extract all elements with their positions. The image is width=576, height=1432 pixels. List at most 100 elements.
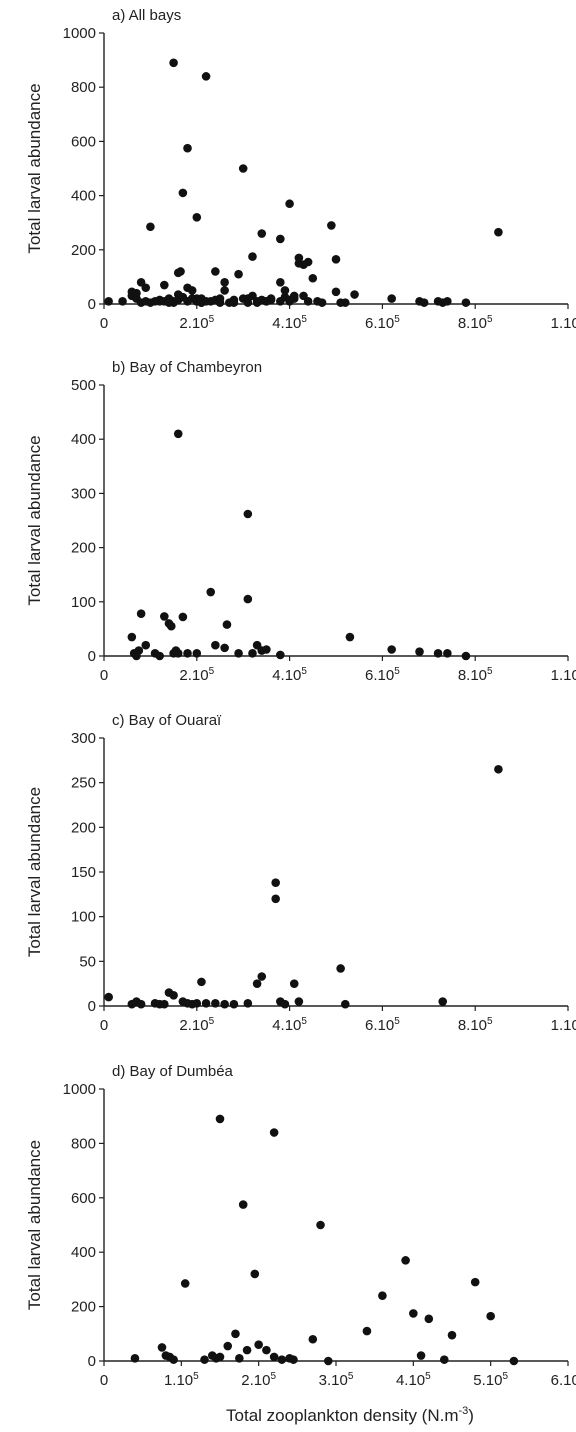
data-point [289, 1355, 298, 1364]
data-point [401, 1256, 410, 1265]
data-point [416, 1351, 426, 1360]
data-point [447, 1330, 457, 1340]
data-point [509, 1356, 519, 1366]
data-point [104, 992, 113, 1002]
data-point [220, 286, 229, 295]
data-point [486, 1311, 495, 1321]
data-point [223, 1341, 233, 1351]
x-tick-label: 1.106 [551, 666, 576, 684]
data-point [316, 1220, 325, 1230]
x-tick-label: 1.106 [551, 314, 576, 332]
data-point [234, 269, 243, 279]
data-point [438, 997, 448, 1006]
data-point [327, 221, 336, 230]
y-tick-label: 400 [71, 188, 96, 205]
data-point [387, 645, 396, 654]
x-tick-label: 8.105 [458, 1016, 493, 1034]
data-point [252, 979, 262, 988]
data-point [243, 298, 253, 307]
data-point [215, 1352, 225, 1362]
data-point [178, 612, 188, 622]
data-point [183, 143, 192, 153]
data-point [127, 632, 137, 642]
x-tick-label: 6.105 [551, 1371, 576, 1389]
data-point [178, 188, 188, 198]
data-point [271, 894, 280, 904]
x-tick-label: 1.106 [551, 1016, 576, 1034]
data-point [211, 999, 220, 1008]
data-point [443, 648, 452, 658]
data-point [173, 429, 183, 439]
data-point [415, 647, 424, 656]
data-point [180, 1279, 190, 1288]
data-point [262, 645, 271, 654]
y-tick-label: 600 [71, 1190, 96, 1207]
data-point [262, 1345, 271, 1355]
x-tick-label: 3.105 [319, 1371, 354, 1389]
data-point [276, 234, 285, 244]
data-point [317, 298, 327, 307]
data-point [345, 632, 355, 642]
data-point [271, 878, 280, 888]
data-point [234, 648, 243, 658]
panel-title: d) Bay of Dumbéa [112, 1063, 234, 1080]
data-point [280, 286, 290, 295]
y-tick-label: 100 [71, 594, 96, 611]
y-tick-label: 600 [71, 133, 96, 150]
x-tick-label: 2.105 [241, 1371, 276, 1389]
data-point [215, 1114, 225, 1124]
data-point [439, 1355, 449, 1364]
y-tick-label: 50 [79, 953, 96, 970]
data-point [132, 288, 141, 298]
data-point [303, 257, 313, 267]
y-tick-label: 400 [71, 431, 96, 448]
data-point [200, 1355, 209, 1364]
data-point [136, 999, 146, 1009]
data-point [242, 1345, 252, 1355]
data-point [173, 268, 183, 278]
data-point [277, 1355, 287, 1364]
data-point [211, 640, 220, 650]
data-point [157, 1343, 167, 1352]
data-point [248, 252, 257, 261]
y-tick-label: 300 [71, 485, 96, 502]
data-point [294, 253, 304, 263]
x-tick-label: 2.105 [179, 314, 214, 332]
data-point [192, 648, 202, 658]
y-tick-label: 100 [71, 909, 96, 926]
data-point [187, 286, 197, 295]
x-tick-label: 8.105 [458, 314, 493, 332]
data-point [192, 999, 202, 1008]
data-point [250, 1269, 260, 1279]
data-point [220, 999, 229, 1009]
y-tick-label: 200 [71, 242, 96, 259]
x-tick-label: 1.105 [164, 1371, 199, 1389]
x-tick-label: 6.105 [365, 666, 400, 684]
data-point [197, 298, 206, 307]
data-point [243, 509, 253, 519]
y-tick-label: 200 [71, 540, 96, 557]
data-point [294, 997, 304, 1006]
y-tick-label: 800 [71, 1135, 96, 1152]
y-tick-label: 200 [71, 1299, 96, 1316]
data-point [424, 1314, 434, 1324]
y-tick-label: 200 [71, 819, 96, 836]
y-tick-label: 250 [71, 775, 96, 792]
data-point [235, 1353, 244, 1363]
data-point [350, 290, 359, 299]
y-tick-label: 1000 [63, 1081, 96, 1098]
data-point [243, 594, 253, 604]
data-point [183, 648, 192, 658]
y-tick-label: 0 [88, 1353, 96, 1370]
data-point [146, 222, 155, 232]
x-tick-label: 0 [100, 1017, 108, 1034]
panel-title: b) Bay of Chambeyron [112, 359, 262, 376]
data-point [192, 212, 202, 222]
data-point [238, 164, 248, 173]
data-point [257, 972, 267, 981]
data-point [220, 278, 229, 287]
data-point [323, 1356, 333, 1366]
data-point [231, 1329, 240, 1339]
data-point [243, 999, 253, 1008]
data-point [362, 1326, 372, 1336]
